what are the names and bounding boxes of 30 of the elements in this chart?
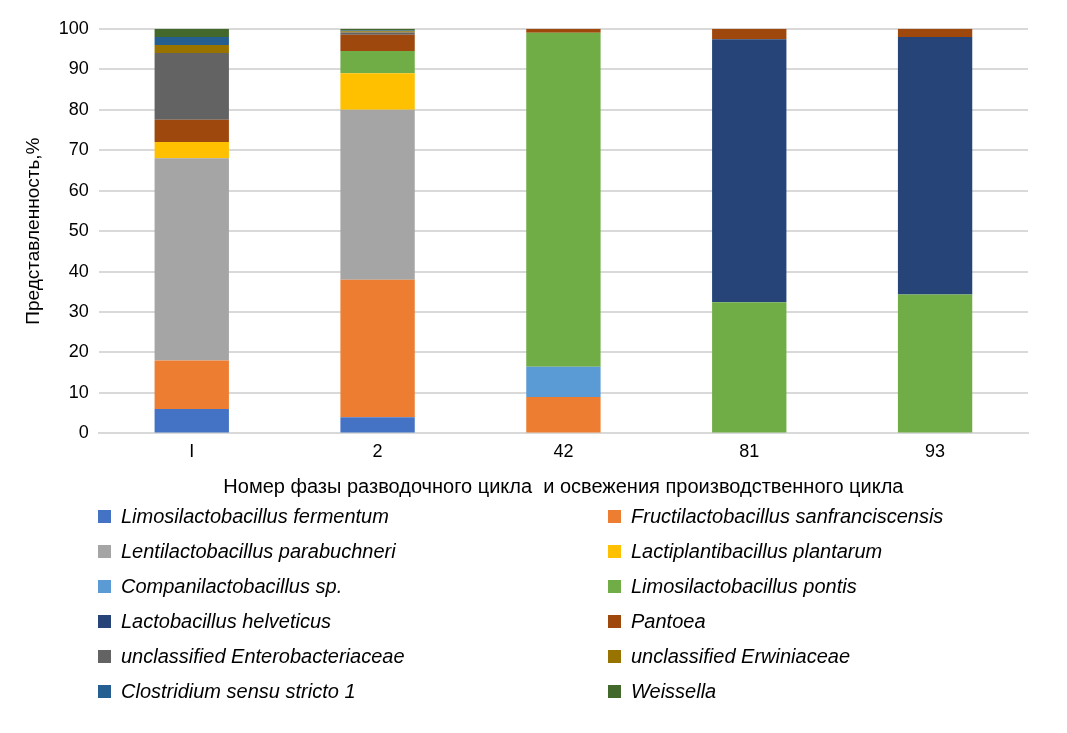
y-tick-label: 80 xyxy=(68,98,89,119)
y-tick-label: 90 xyxy=(68,58,89,79)
y-tick-label: 10 xyxy=(68,381,89,402)
x-tick-label: 93 xyxy=(925,441,946,462)
y-tick-label: 100 xyxy=(58,17,89,38)
legend-label: Companilactobacillus sp. xyxy=(121,575,343,598)
legend-label: Lactobacillus helveticus xyxy=(121,610,332,633)
legend-label: unclassified Enterobacteriaceae xyxy=(121,645,405,668)
y-tick-label: 50 xyxy=(68,220,89,241)
y-axis-title: Представленность,% xyxy=(21,137,43,325)
legend-label: unclassified Erwiniaceae xyxy=(631,645,851,668)
legend-label: Lentilactobacillus parabuchneri xyxy=(121,540,396,563)
legend-label: Limosilactobacillus fermentum xyxy=(121,505,389,528)
x-tick-label: 81 xyxy=(739,441,760,462)
x-axis-title: Номер фазы разводочного цикла и освежения производственного цикла xyxy=(223,474,905,497)
x-tick-label: 42 xyxy=(553,441,574,462)
legend-label: Clostridium sensu stricto 1 xyxy=(121,680,356,703)
y-tick-label: 70 xyxy=(68,139,89,160)
legend-label: Lactiplantibacillus plantarum xyxy=(631,540,883,563)
y-tick-label: 0 xyxy=(78,422,89,443)
legend-label: Fructilactobacillus sanfranciscensis xyxy=(631,505,944,528)
y-tick-label: 30 xyxy=(68,300,89,321)
legend-label: Limosilactobacillus pontis xyxy=(631,575,857,598)
legend-label: Weissella xyxy=(631,680,717,703)
y-tick-label: 60 xyxy=(68,179,89,200)
y-tick-label: 40 xyxy=(68,260,89,281)
x-tick-label: 2 xyxy=(372,441,383,462)
legend-label: Pantoea xyxy=(631,610,706,633)
x-tick-label: I xyxy=(189,441,195,462)
y-tick-label: 20 xyxy=(68,341,89,362)
